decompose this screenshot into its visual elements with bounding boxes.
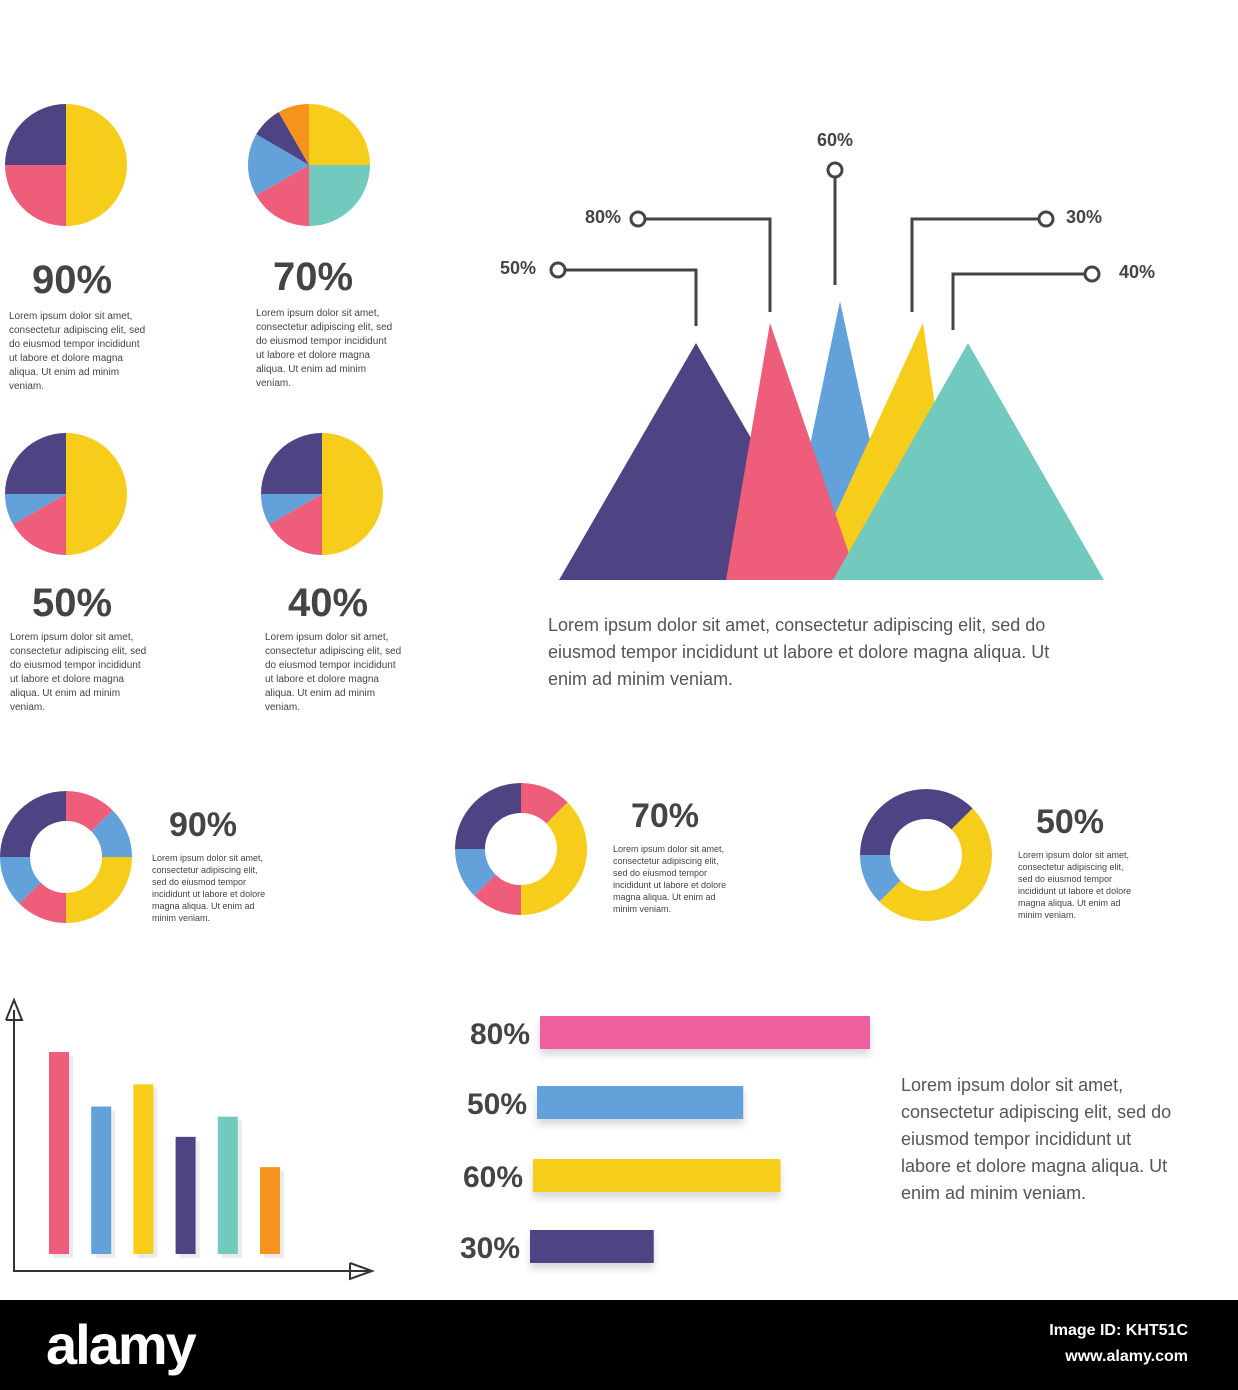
leader-node-3 xyxy=(1037,210,1055,228)
pie-0-slice-1 xyxy=(5,165,66,226)
pie-40-description: Lorem ipsum dolor sit amet, consectetur … xyxy=(265,632,402,713)
image-id: Image ID: KHT51C xyxy=(1049,1322,1188,1339)
vbar-5 xyxy=(260,1167,280,1254)
pie-3-slice-1 xyxy=(269,494,322,555)
leader-node-1 xyxy=(629,210,647,228)
vbar-4 xyxy=(217,1116,238,1254)
pie-2-slice-1 xyxy=(13,494,66,555)
donut-0-slice-3 xyxy=(19,882,66,923)
hbar-0 xyxy=(540,1016,870,1049)
pie-3-slice-3 xyxy=(261,433,322,494)
donut-90-description: Lorem ipsum dolor sit amet, consectetur … xyxy=(152,853,266,923)
pie-1-percent-label: 70% xyxy=(273,255,353,299)
pie-3-slice-2 xyxy=(261,494,322,525)
pie-1-slice-0 xyxy=(309,104,370,165)
hbar-3 xyxy=(530,1230,654,1263)
pie-3-slice-0 xyxy=(322,433,383,555)
triangle-label-0: 50% xyxy=(500,258,536,278)
donut-2-slice-1 xyxy=(879,808,992,921)
donut-1-slice-2 xyxy=(474,874,521,915)
leader-line-3 xyxy=(910,217,1038,312)
triangle-chart-description: Lorem ipsum dolor sit amet, consectetur … xyxy=(548,615,1050,689)
hbar-2 xyxy=(533,1159,781,1192)
infographic-canvas: 90% 70% 50% 40% 50% 80% 60% 30% 40% 90% 70% 50% 8… xyxy=(0,104,1155,1281)
pie-2-percent-label: 50% xyxy=(32,581,112,625)
footer-bar: alamy Image ID: KHT51C www.alamy.com xyxy=(0,1300,1238,1390)
hbar-1-label: 50% xyxy=(467,1088,527,1121)
pie-50-description: Lorem ipsum dolor sit amet, consectetur … xyxy=(10,632,147,713)
leader-line-1 xyxy=(646,217,772,312)
pie-70-description: Lorem ipsum dolor sit amet, consectetur … xyxy=(256,308,393,389)
alamy-logo: alamy xyxy=(46,1313,197,1376)
leader-line-4 xyxy=(951,272,1084,330)
hbar-0-label: 80% xyxy=(470,1018,530,1051)
donut-0-slice-4 xyxy=(0,857,41,904)
donut-0-percent-label: 90% xyxy=(169,806,237,844)
donut-1-percent-label: 70% xyxy=(631,797,699,835)
donut-70-description: Lorem ipsum dolor sit amet, consectetur … xyxy=(613,844,727,914)
vbar-0 xyxy=(49,1052,69,1254)
triangle-label-4: 40% xyxy=(1119,262,1155,282)
donut-50-description: Lorem ipsum dolor sit amet, consectetur … xyxy=(1018,850,1132,920)
vbar-1 xyxy=(91,1106,112,1254)
pie-1-slice-5 xyxy=(278,104,309,165)
pie-1-slice-1 xyxy=(309,165,370,226)
triangle-0 xyxy=(726,323,858,580)
pie-0-slice-2 xyxy=(5,104,66,165)
pie-3-percent-label: 40% xyxy=(288,581,368,625)
donut-0-slice-0 xyxy=(66,791,113,832)
hbar-3-label: 30% xyxy=(460,1232,520,1265)
donut-0-slice-1 xyxy=(91,810,132,857)
donut-2-slice-0 xyxy=(926,789,973,830)
y-axis-and-x-axis xyxy=(13,1010,370,1272)
donut-1-slice-0 xyxy=(521,783,568,824)
donut-0-slice-5 xyxy=(0,791,66,857)
vbar-2 xyxy=(133,1084,154,1254)
bar-chart-description: Lorem ipsum dolor sit amet, consectetur … xyxy=(901,1075,1172,1203)
pie-2-slice-3 xyxy=(5,433,66,494)
pie-0-slice-0 xyxy=(66,104,127,226)
donut-1-slice-3 xyxy=(455,849,496,896)
triangle-label-1: 80% xyxy=(585,207,621,227)
pie-0-percent-label: 90% xyxy=(32,258,112,302)
triangle-label-2: 60% xyxy=(817,130,853,150)
pie-90-description: Lorem ipsum dolor sit amet, consectetur … xyxy=(9,311,146,392)
pie-2-slice-2 xyxy=(5,494,66,525)
donut-1-slice-1 xyxy=(521,802,587,915)
leader-node-4 xyxy=(1083,265,1101,283)
hbar-1 xyxy=(537,1086,744,1119)
pie-1-slice-3 xyxy=(247,134,309,196)
vbar-3 xyxy=(175,1136,196,1254)
donut-1-slice-4 xyxy=(455,783,521,849)
leader-line-0 xyxy=(566,268,698,326)
donut-2-percent-label: 50% xyxy=(1036,803,1104,841)
pie-1-slice-4 xyxy=(256,112,309,165)
y-axis-arrow xyxy=(5,997,24,1021)
hbar-2-label: 60% xyxy=(463,1161,523,1194)
x-axis-arrow xyxy=(349,1262,375,1281)
leader-node-2 xyxy=(826,161,844,179)
pie-1-slice-2 xyxy=(256,165,309,226)
triangle-4 xyxy=(833,343,1104,580)
donut-0-slice-2 xyxy=(66,857,132,923)
site-url: www.alamy.com xyxy=(1065,1348,1188,1365)
triangle-label-3: 30% xyxy=(1066,207,1102,227)
donut-2-slice-2 xyxy=(860,855,901,902)
donut-2-slice-3 xyxy=(860,789,926,855)
pie-2-slice-0 xyxy=(66,433,127,555)
leader-node-0 xyxy=(549,261,567,279)
